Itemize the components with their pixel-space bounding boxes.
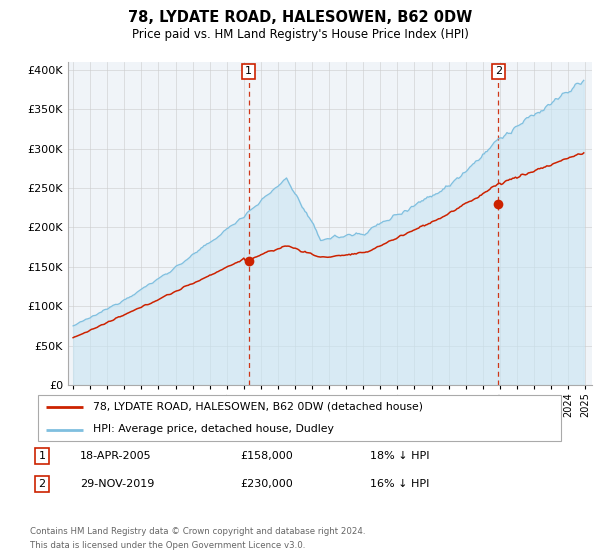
- Text: 16% ↓ HPI: 16% ↓ HPI: [370, 479, 430, 489]
- Text: HPI: Average price, detached house, Dudley: HPI: Average price, detached house, Dudl…: [94, 424, 334, 435]
- Text: £230,000: £230,000: [240, 479, 293, 489]
- Text: 18-APR-2005: 18-APR-2005: [80, 451, 152, 461]
- Text: This data is licensed under the Open Government Licence v3.0.: This data is licensed under the Open Gov…: [30, 542, 305, 550]
- Text: 78, LYDATE ROAD, HALESOWEN, B62 0DW: 78, LYDATE ROAD, HALESOWEN, B62 0DW: [128, 10, 472, 25]
- Text: Contains HM Land Registry data © Crown copyright and database right 2024.: Contains HM Land Registry data © Crown c…: [30, 528, 365, 536]
- Text: 1: 1: [38, 451, 46, 461]
- FancyBboxPatch shape: [38, 395, 561, 441]
- Text: 1: 1: [245, 67, 252, 77]
- Text: 29-NOV-2019: 29-NOV-2019: [80, 479, 154, 489]
- Text: 18% ↓ HPI: 18% ↓ HPI: [370, 451, 430, 461]
- Text: £158,000: £158,000: [240, 451, 293, 461]
- Text: Price paid vs. HM Land Registry's House Price Index (HPI): Price paid vs. HM Land Registry's House …: [131, 28, 469, 41]
- Text: 2: 2: [495, 67, 502, 77]
- Text: 78, LYDATE ROAD, HALESOWEN, B62 0DW (detached house): 78, LYDATE ROAD, HALESOWEN, B62 0DW (det…: [94, 402, 424, 412]
- Text: 2: 2: [38, 479, 46, 489]
